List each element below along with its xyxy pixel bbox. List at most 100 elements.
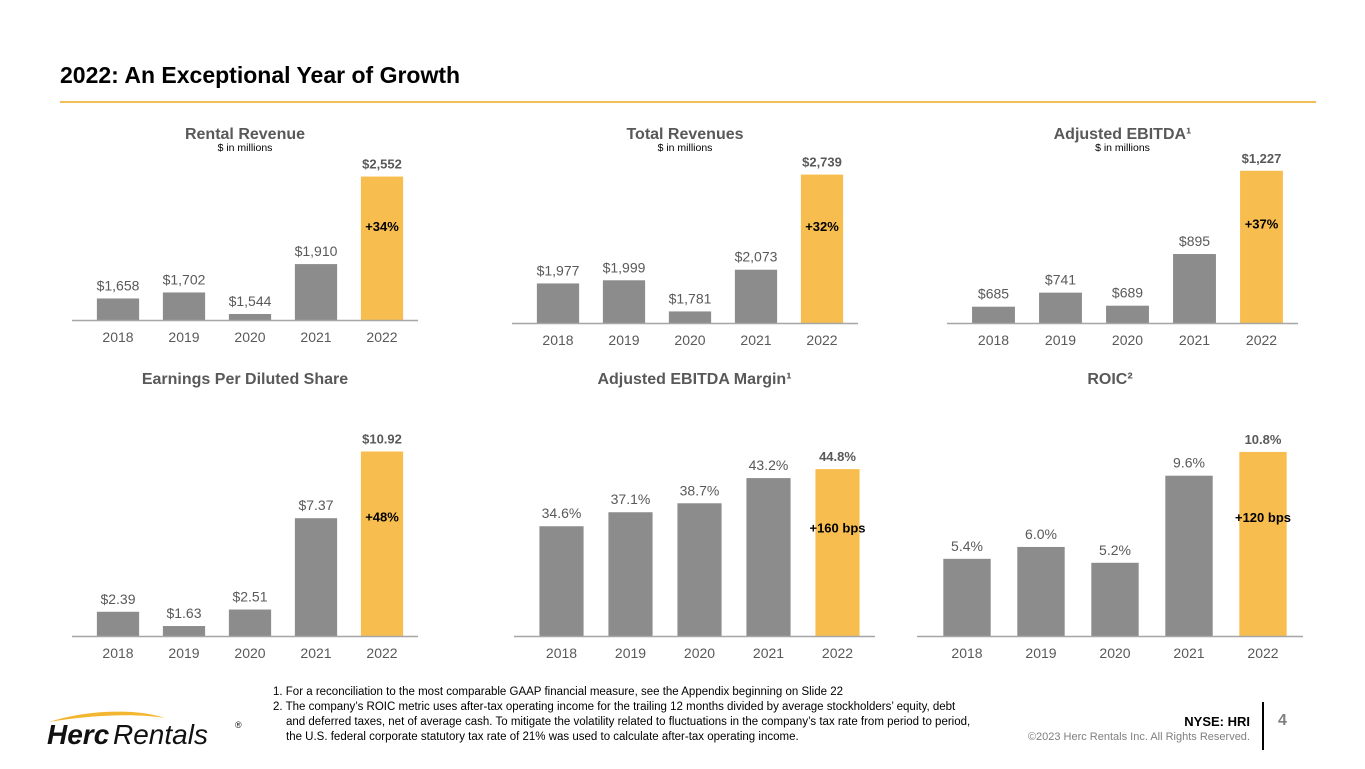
bar bbox=[539, 526, 584, 636]
bar bbox=[677, 503, 722, 636]
data-label: 6.0% bbox=[1025, 526, 1057, 542]
growth-annotation: +32% bbox=[805, 219, 839, 234]
data-label: $1,544 bbox=[229, 293, 272, 309]
x-tick-label: 2022 bbox=[366, 645, 397, 661]
data-label: $1,658 bbox=[97, 277, 140, 293]
footnote-2: 2. The company’s ROIC metric uses after-… bbox=[273, 701, 971, 743]
bar bbox=[1173, 254, 1216, 323]
x-tick-label: 2022 bbox=[822, 645, 853, 661]
chart-total-revenues: Total Revenues $ in millions $1,977 2018 $1,… bbox=[510, 120, 860, 350]
footer-divider bbox=[1262, 702, 1264, 750]
bar bbox=[162, 292, 206, 320]
chart-title: Adjusted EBITDA Margin¹ bbox=[597, 371, 791, 388]
page-number: 4 bbox=[1278, 712, 1287, 729]
data-label: $1,999 bbox=[603, 259, 646, 275]
logo-text-bold: Herc bbox=[47, 719, 110, 750]
footnotes: 1. For a reconciliation to the most comp… bbox=[273, 685, 973, 745]
chart-svg: Rental Revenue$ in millions $1,658 2018 $1,… bbox=[72, 126, 418, 345]
growth-annotation: +48% bbox=[365, 510, 399, 525]
growth-annotation: +34% bbox=[365, 219, 399, 234]
bar-highlight bbox=[1240, 170, 1283, 323]
x-tick-label: 2019 bbox=[608, 332, 639, 348]
herc-rentals-logo: Herc Rentals ® bbox=[45, 706, 255, 752]
x-tick-label: 2019 bbox=[1045, 332, 1076, 348]
data-label: 5.2% bbox=[1099, 542, 1131, 558]
x-tick-label: 2018 bbox=[542, 332, 573, 348]
x-tick-label: 2020 bbox=[1112, 332, 1143, 348]
data-label: 38.7% bbox=[680, 482, 720, 498]
bar-highlight bbox=[360, 176, 404, 320]
bar-highlight bbox=[800, 174, 844, 323]
page-title: 2022: An Exceptional Year of Growth bbox=[60, 62, 461, 88]
x-tick-label: 2018 bbox=[546, 645, 577, 661]
chart-title: Total Revenues bbox=[626, 126, 743, 143]
x-tick-label: 2022 bbox=[806, 332, 837, 348]
chart-roic: ROIC² 5.4% 2018 6.0% 2019 5.2% 2020 9.6% 2021 10.… bbox=[915, 365, 1305, 665]
data-label: $2,073 bbox=[735, 249, 778, 265]
data-label: 37.1% bbox=[611, 491, 651, 507]
chart-svg: ROIC² 5.4% 2018 6.0% 2019 5.2% 2020 9.6% 2021 10.… bbox=[917, 371, 1303, 661]
copyright-notice: ©2023 Herc Rentals Inc. All Rights Reser… bbox=[1027, 731, 1250, 743]
x-tick-label: 2021 bbox=[300, 645, 331, 661]
x-tick-label: 2021 bbox=[1179, 332, 1210, 348]
x-tick-label: 2018 bbox=[102, 645, 133, 661]
data-label: 43.2% bbox=[749, 457, 789, 473]
bar bbox=[602, 280, 646, 323]
data-label: $741 bbox=[1045, 272, 1076, 288]
data-label: $1.63 bbox=[166, 605, 201, 621]
chart-svg: Adjusted EBITDA¹$ in millions $685 2018 $74… bbox=[947, 126, 1298, 348]
x-tick-label: 2020 bbox=[234, 329, 265, 345]
bar-highlight bbox=[815, 469, 860, 636]
x-tick-label: 2020 bbox=[684, 645, 715, 661]
data-label: 9.6% bbox=[1173, 455, 1205, 471]
bar bbox=[294, 264, 338, 320]
chart-adjusted-ebitda: Adjusted EBITDA¹ $ in millions $685 2018 $74… bbox=[945, 120, 1300, 350]
data-label: $689 bbox=[1112, 285, 1143, 301]
x-tick-label: 2019 bbox=[615, 645, 646, 661]
bar bbox=[746, 478, 791, 636]
bar bbox=[536, 283, 580, 323]
bar bbox=[294, 518, 338, 636]
bar bbox=[668, 311, 712, 323]
growth-annotation: +160 bps bbox=[809, 521, 865, 536]
chart-svg: Earnings Per Diluted Share $2.39 2018 $1.63… bbox=[72, 371, 418, 661]
bar-highlight bbox=[360, 451, 404, 636]
bar bbox=[96, 298, 140, 320]
x-tick-label: 2019 bbox=[1025, 645, 1056, 661]
title-divider bbox=[60, 101, 1316, 103]
data-label: 5.4% bbox=[951, 538, 983, 554]
chart-subtitle: $ in millions bbox=[1095, 142, 1150, 154]
x-tick-label: 2020 bbox=[234, 645, 265, 661]
x-tick-label: 2019 bbox=[168, 329, 199, 345]
data-label: $7.37 bbox=[298, 497, 333, 513]
x-tick-label: 2022 bbox=[366, 329, 397, 345]
chart-title: Earnings Per Diluted Share bbox=[142, 371, 348, 388]
footnote-1: 1. For a reconciliation to the most comp… bbox=[273, 686, 844, 698]
bar bbox=[1039, 292, 1082, 323]
bar bbox=[1091, 562, 1139, 636]
bar bbox=[1106, 305, 1149, 323]
data-label: $1,227 bbox=[1242, 151, 1282, 166]
x-tick-label: 2021 bbox=[753, 645, 784, 661]
growth-annotation: +37% bbox=[1245, 217, 1279, 232]
data-label: $10.92 bbox=[362, 432, 402, 447]
x-tick-label: 2022 bbox=[1246, 332, 1277, 348]
data-label: $2.39 bbox=[100, 591, 135, 607]
bar bbox=[162, 626, 206, 636]
chart-subtitle: $ in millions bbox=[218, 142, 273, 154]
data-label: $1,977 bbox=[537, 262, 580, 278]
data-label: 34.6% bbox=[542, 505, 582, 521]
bar-highlight bbox=[1239, 451, 1287, 636]
data-label: $895 bbox=[1179, 233, 1210, 249]
data-label: $2.51 bbox=[232, 589, 267, 605]
x-tick-label: 2018 bbox=[978, 332, 1009, 348]
bar bbox=[1017, 546, 1065, 636]
chart-rental-revenue: Rental Revenue $ in millions $1,658 2018 $1,… bbox=[70, 120, 420, 350]
registered-mark: ® bbox=[235, 720, 242, 730]
bar bbox=[228, 609, 272, 636]
x-tick-label: 2020 bbox=[674, 332, 705, 348]
chart-title: Rental Revenue bbox=[185, 126, 305, 143]
chart-subtitle: $ in millions bbox=[658, 142, 713, 154]
bar bbox=[608, 512, 653, 636]
chart-title: Adjusted EBITDA¹ bbox=[1054, 126, 1192, 143]
